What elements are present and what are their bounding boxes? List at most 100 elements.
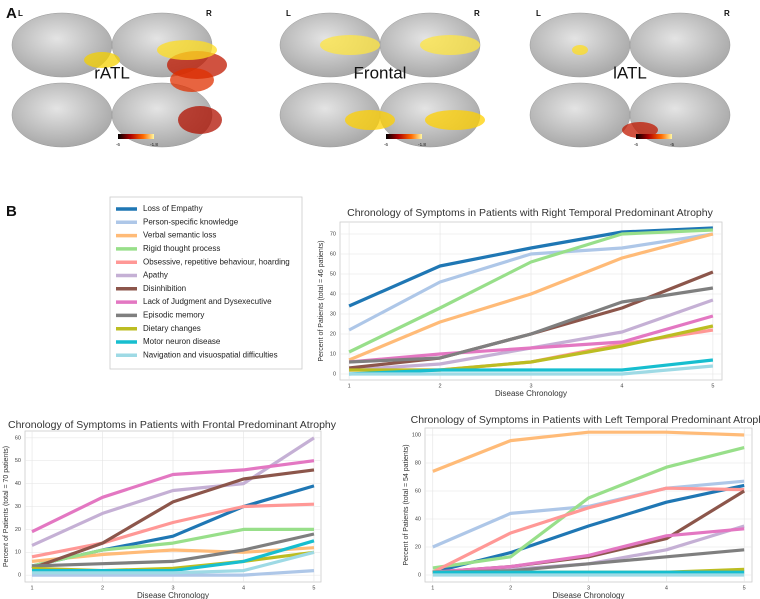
x-tick-label: 2 xyxy=(509,585,512,591)
series-line xyxy=(349,364,714,376)
series-line xyxy=(432,430,745,473)
colorbar-label: -1.8 xyxy=(418,142,426,147)
legend-box xyxy=(109,196,303,370)
legend-label: Navigation and visuospatial difficulties xyxy=(143,350,278,359)
colorbar-label: -6 xyxy=(116,142,120,147)
legend-label: Loss of Empathy xyxy=(143,204,203,213)
y-axis-label: Percent of Patients (total = 46 patients… xyxy=(318,240,325,361)
legend-label: Rigid thought process xyxy=(143,244,220,253)
series-line xyxy=(31,527,314,568)
line-chart: 0 10 20 30 40 50 60 70 1 2 3 4 5 Chronology of Sympto… xyxy=(318,207,723,398)
series-line xyxy=(31,459,315,534)
y-tick-label: 40 xyxy=(415,516,421,522)
activation xyxy=(420,35,480,55)
y-tick-label: 30 xyxy=(330,311,336,317)
y-tick-label: 10 xyxy=(15,550,21,556)
hemisphere-label: L xyxy=(18,9,23,18)
series-line xyxy=(32,539,315,573)
y-tick-label: 20 xyxy=(330,331,336,337)
activation xyxy=(157,40,217,60)
x-tick-label: 4 xyxy=(620,383,623,389)
x-tick-label: 3 xyxy=(529,383,532,389)
line-chart: 0 20 40 60 80 100 1 2 3 4 5 Chronology of Symptoms … xyxy=(403,414,760,599)
series-line xyxy=(348,232,714,362)
series-line xyxy=(32,550,315,575)
y-tick-label: 20 xyxy=(415,544,421,550)
y-tick-label: 100 xyxy=(412,432,421,438)
series-line xyxy=(432,446,745,570)
activation xyxy=(170,68,214,92)
series-line xyxy=(348,232,714,332)
series-line xyxy=(432,486,745,574)
x-tick-label: 2 xyxy=(439,383,442,389)
x-tick-label: 1 xyxy=(348,383,351,389)
colorbar xyxy=(386,134,422,139)
region-label: lATL xyxy=(613,63,647,82)
series-line xyxy=(32,569,315,577)
y-axis-label: Percent of Patients (total = 70 patients… xyxy=(3,446,10,567)
panel-label: A xyxy=(6,5,17,22)
y-tick-label: 40 xyxy=(15,481,21,487)
brain-image xyxy=(529,82,631,148)
x-tick-label: 3 xyxy=(587,585,590,591)
brain-image xyxy=(629,12,731,78)
series-line xyxy=(31,532,315,568)
y-tick-label: 50 xyxy=(15,458,21,464)
chart-title: Chronology of Symptoms in Patients with … xyxy=(411,414,760,426)
y-tick-label: 80 xyxy=(415,460,421,466)
hemisphere-label: R xyxy=(724,9,730,18)
series-line xyxy=(31,502,315,559)
y-tick-label: 10 xyxy=(330,351,336,357)
legend-label: Obsessive, repetitive behaviour, hoardin… xyxy=(143,257,290,266)
legend-label: Lack of Judgment and Dysexecutive xyxy=(143,297,272,306)
activation xyxy=(320,35,380,55)
chart-title: Chronology of Symptoms in Patients with … xyxy=(8,419,337,431)
colorbar-label: -5 xyxy=(670,142,674,147)
activation xyxy=(84,52,120,68)
y-tick-label: 30 xyxy=(15,504,21,510)
hemisphere-label: L xyxy=(536,9,541,18)
legend: Loss of Empathy Person-specific knowledge… xyxy=(109,196,303,370)
hemisphere-label: R xyxy=(206,9,212,18)
colorbar-label: -6 xyxy=(634,142,638,147)
legend-label: Motor neuron disease xyxy=(143,337,221,346)
y-tick-label: 0 xyxy=(418,572,421,578)
series-line xyxy=(349,286,714,364)
y-axis-label: Percent of Patients (total = 54 patients… xyxy=(403,444,410,565)
legend-label: Person-specific knowledge xyxy=(143,217,239,226)
colorbar-label: -6 xyxy=(384,142,388,147)
series-line xyxy=(348,226,713,308)
colorbar-label: -1.8 xyxy=(150,142,158,147)
series-line xyxy=(348,228,713,354)
series-line xyxy=(349,358,714,376)
y-tick-label: 60 xyxy=(15,435,21,441)
series-line xyxy=(31,468,315,570)
x-tick-label: 1 xyxy=(431,585,434,591)
y-tick-label: 60 xyxy=(415,488,421,494)
legend-label: Apathy xyxy=(143,271,168,280)
region-label: rATL xyxy=(94,63,130,82)
x-tick-label: 1 xyxy=(31,585,34,591)
line-chart: 0 10 20 30 40 50 60 1 2 3 4 5 Chronology of Symptoms… xyxy=(3,419,337,599)
series-line xyxy=(432,527,745,574)
x-tick-label: 5 xyxy=(312,585,315,591)
x-tick-label: 4 xyxy=(242,585,245,591)
legend-label: Dietary changes xyxy=(143,324,201,333)
x-tick-label: 3 xyxy=(171,585,174,591)
y-tick-label: 0 xyxy=(18,573,21,579)
x-tick-label: 5 xyxy=(711,383,714,389)
y-tick-label: 50 xyxy=(330,271,336,277)
x-axis-label: Disease Chronology xyxy=(552,591,624,599)
hemisphere-label: L xyxy=(286,9,291,18)
x-tick-label: 5 xyxy=(743,585,746,591)
brain-image xyxy=(11,82,113,148)
y-tick-label: 20 xyxy=(15,527,21,533)
activation xyxy=(178,106,222,134)
legend-label: Disinhibition xyxy=(143,284,186,293)
hemisphere-label: R xyxy=(474,9,480,18)
y-tick-label: 70 xyxy=(330,231,336,237)
region-label: Frontal xyxy=(354,63,407,82)
x-axis-label: Disease Chronology xyxy=(495,389,567,398)
